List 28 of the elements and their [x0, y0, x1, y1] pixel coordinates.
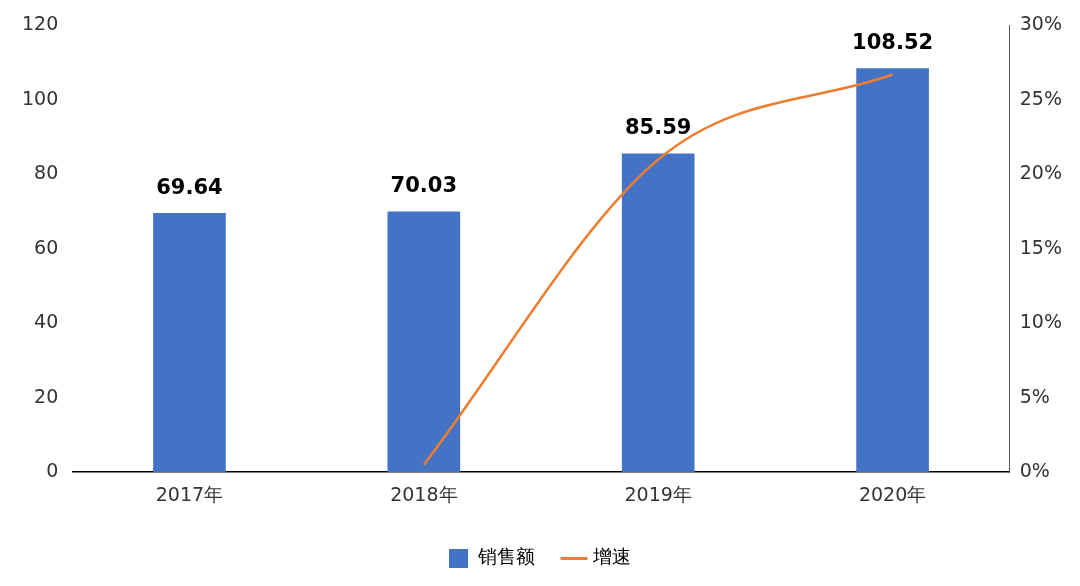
- bar: [387, 211, 461, 473]
- legend-label: 销售额: [476, 545, 535, 568]
- x-tick-label: 2018年: [390, 482, 458, 505]
- bar: [153, 212, 226, 473]
- y-tick-label: 60: [34, 235, 59, 258]
- x-tick-label: 2019年: [624, 482, 692, 505]
- data-label: 85.59: [624, 115, 692, 140]
- y-tick-label: 0: [46, 459, 59, 482]
- bar: [856, 68, 929, 473]
- x-tick-label: 2017年: [155, 482, 224, 505]
- y2-tick-label: 15%: [1019, 235, 1062, 258]
- y-tick-label: 120: [22, 12, 59, 35]
- y2-tick-label: 5%: [1019, 384, 1050, 407]
- y2-tick-label: 0%: [1019, 459, 1050, 482]
- bar: [621, 153, 695, 473]
- y-tick-label: 80: [34, 161, 59, 184]
- y-tick-label: 20: [34, 384, 59, 407]
- x-tick-label: 2020年: [858, 482, 927, 505]
- data-label: 108.52: [852, 30, 934, 55]
- y2-tick-label: 10%: [1019, 310, 1062, 333]
- legend-label: 增速: [592, 545, 631, 568]
- data-label: 69.64: [156, 174, 223, 199]
- y-tick-label: 40: [34, 310, 59, 333]
- y-tick-label: 100: [22, 86, 59, 109]
- y2-tick-label: 30%: [1019, 12, 1062, 35]
- y2-tick-label: 25%: [1019, 86, 1062, 109]
- y2-tick-label: 20%: [1019, 161, 1062, 184]
- data-label: 70.03: [390, 173, 458, 198]
